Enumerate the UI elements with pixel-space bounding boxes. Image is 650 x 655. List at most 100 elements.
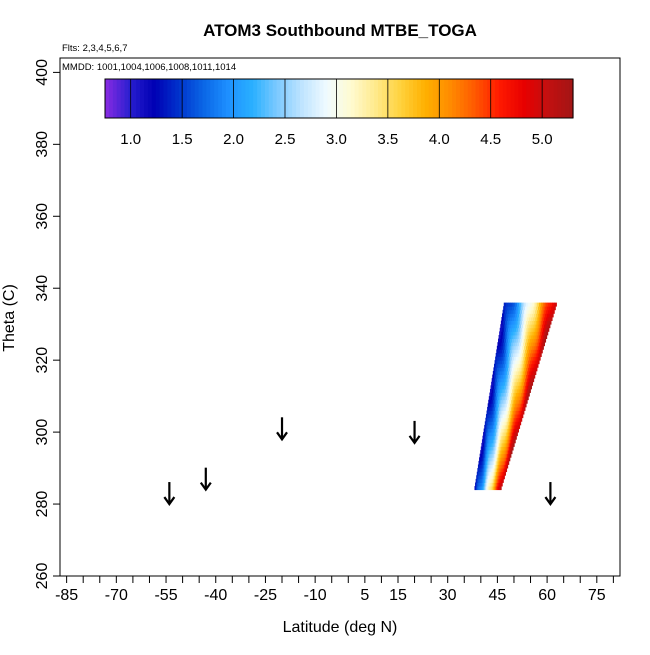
colorbar-tick-label: 3.5 (377, 131, 398, 148)
heatmap-cell (515, 435, 517, 440)
heatmap-cell (527, 313, 531, 318)
heatmap-cell (509, 331, 512, 336)
heatmap-cell (507, 424, 510, 429)
heatmap-cell (548, 306, 552, 311)
heatmap-cell (531, 331, 535, 336)
y-axis-title: Theta (C) (1, 284, 18, 352)
heatmap-cell (520, 345, 523, 350)
heatmap-cell (501, 464, 504, 469)
heatmap-cell (507, 306, 511, 311)
colorbar-swatch (467, 79, 473, 118)
colorbar-swatch (444, 79, 449, 118)
heatmap-cell (519, 370, 522, 375)
heatmap-cell (511, 320, 514, 325)
heatmap-cell (490, 482, 493, 487)
heatmap-cell (497, 450, 500, 455)
heatmap-cell (517, 406, 520, 411)
heatmap-cell (487, 432, 490, 437)
colorbar-swatch (397, 79, 402, 118)
colorbar-swatch (549, 79, 555, 118)
heatmap-cell (494, 392, 497, 397)
heatmap-cell (506, 450, 509, 455)
heatmap-cell (499, 392, 502, 397)
y-tick-label: 280 (34, 491, 51, 518)
heatmap-cell (510, 334, 514, 339)
heatmap-cell (492, 381, 495, 386)
heatmap-cell (537, 324, 541, 329)
heatmap-cell (505, 460, 507, 465)
heatmap-cell (518, 381, 521, 386)
heatmap-cell (479, 482, 482, 487)
heatmap-cell (480, 464, 483, 469)
heatmap-cell (485, 482, 487, 487)
heatmap-cell (479, 453, 482, 458)
heatmap-cell (505, 421, 508, 426)
heatmap-cell (502, 464, 505, 469)
heatmap-cell (500, 360, 503, 365)
heatmap-cell (511, 410, 514, 415)
heatmap-cell (495, 453, 498, 458)
heatmap-cell (509, 338, 513, 343)
heatmap-cell (495, 374, 498, 379)
heatmap-cell (485, 486, 488, 491)
heatmap-cell (499, 406, 502, 411)
heatmap-cell (515, 338, 519, 343)
arrow-icon (408, 420, 421, 445)
colorbar-swatch (557, 79, 562, 118)
heatmap-cell (526, 367, 529, 372)
heatmap-cell (514, 363, 517, 368)
heatmap-cell (518, 317, 521, 321)
heatmap-cell (492, 450, 494, 455)
heatmap-cell (484, 457, 486, 462)
heatmap-cell (483, 453, 486, 458)
heatmap-cell (506, 388, 509, 393)
heatmap-cell (501, 478, 503, 483)
heatmap-cell (492, 396, 495, 401)
heatmap-cell (543, 324, 547, 329)
heatmap-cell (517, 378, 521, 383)
heatmap-cell (518, 334, 522, 339)
heatmap-cell (489, 457, 492, 462)
colorbar-swatch (374, 79, 379, 118)
heatmap-cell (539, 345, 542, 350)
colorbar-swatch (440, 79, 445, 118)
heatmap-cell (503, 317, 507, 321)
heatmap-cell (494, 468, 497, 473)
heatmap-cell (504, 457, 507, 462)
colorbar-swatch (483, 79, 488, 118)
heatmap-cell (480, 450, 482, 455)
heatmap-cell (484, 450, 486, 455)
heatmap-cell (512, 435, 514, 440)
heatmap-cell (510, 324, 514, 329)
heatmap-cell (505, 320, 508, 325)
heatmap-cell (527, 324, 530, 329)
heatmap-cell (507, 349, 511, 354)
heatmap-cell (482, 464, 485, 469)
heatmap-cell (505, 410, 508, 415)
colorbar-tick-label: 3.0 (326, 131, 347, 148)
heatmap-cell (504, 392, 507, 397)
heatmap-cell (550, 317, 553, 321)
heatmap-cell (478, 460, 481, 465)
heatmap-cell (480, 457, 483, 462)
heatmap-cell (536, 342, 540, 347)
heatmap-cell (484, 424, 487, 429)
heatmap-cell (497, 385, 500, 390)
heatmap-cell (489, 475, 491, 480)
heatmap-cell (547, 309, 551, 314)
heatmap-cell (481, 471, 484, 476)
heatmap-cell (501, 388, 504, 393)
heatmap-cell (511, 385, 514, 390)
colorbar-swatch (491, 79, 496, 118)
heatmap-cell (507, 331, 510, 336)
heatmap-cell (527, 345, 531, 350)
heatmap-cell (539, 324, 543, 329)
heatmap-cell (488, 424, 491, 429)
heatmap-cell (502, 421, 505, 426)
heatmap-cell (545, 324, 549, 329)
colorbar-swatch (136, 79, 141, 118)
heatmap-cell (532, 302, 535, 307)
heatmap-cell (513, 396, 516, 401)
heatmap-cell (498, 381, 501, 386)
heatmap-cell (516, 414, 519, 419)
